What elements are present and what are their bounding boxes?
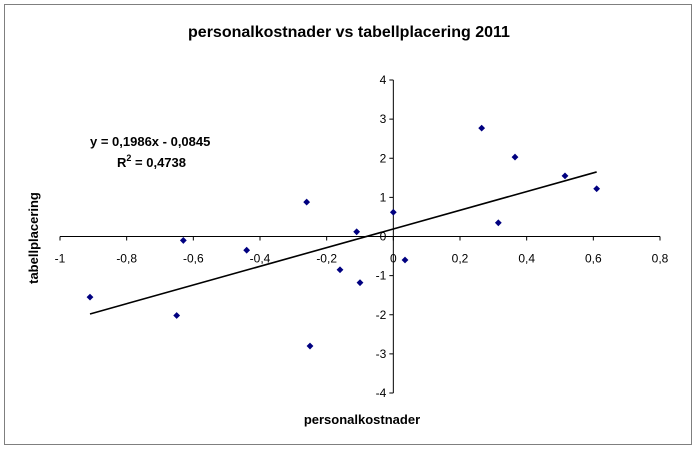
- y-tick-label: 1: [380, 190, 387, 204]
- data-point: [593, 185, 601, 193]
- y-tick-label: 0: [380, 230, 387, 244]
- tick-labels: -1 -0,8 -0,6 -0,4 -0,2 0 0,2 0,4 0,6 0,8-4-3-2-10…: [55, 73, 669, 400]
- data-point: [356, 279, 364, 287]
- y-tick-label: -4: [376, 386, 387, 400]
- data-point: [389, 208, 397, 216]
- r-squared-exponent: 2: [126, 153, 131, 163]
- chart-title: personalkostnader vs tabellplacering 201…: [188, 24, 510, 41]
- data-point: [494, 219, 502, 227]
- data-point: [179, 237, 187, 244]
- x-tick-label: 0: [390, 252, 397, 266]
- trendline-group: [89, 171, 597, 315]
- r-squared-label: R2 = 0,4738: [117, 153, 186, 170]
- x-tick-label: 0,6: [585, 252, 602, 266]
- x-tick-label: -0,8: [116, 252, 137, 266]
- data-point: [561, 172, 569, 180]
- data-point: [336, 266, 344, 274]
- data-point: [511, 153, 519, 161]
- data-point: [306, 342, 314, 350]
- trendline-equation: y = 0,1986x - 0,0845: [90, 134, 210, 149]
- data-point: [478, 124, 486, 132]
- x-tick-label: 0,8: [652, 252, 669, 266]
- r-squared-value: = 0,4738: [131, 155, 186, 170]
- x-tick-label: 0,4: [518, 252, 535, 266]
- x-axis-label: personalkostnader: [304, 412, 420, 427]
- data-point: [303, 198, 311, 206]
- x-tick-label: 0,2: [452, 252, 469, 266]
- y-tick-label: 2: [380, 151, 387, 165]
- y-axis-label: tabellplacering: [26, 192, 41, 284]
- data-point: [243, 246, 251, 254]
- y-tick-label: -2: [376, 308, 387, 322]
- trendline: [89, 171, 597, 315]
- chart-frame: [4, 4, 692, 445]
- x-tick-label: -0,2: [316, 252, 337, 266]
- y-tick-label: 3: [380, 112, 387, 126]
- x-tick-label: -1: [55, 252, 66, 266]
- y-tick-label: 4: [380, 73, 387, 87]
- data-point: [173, 312, 181, 319]
- data-point: [86, 293, 94, 301]
- data-point: [401, 256, 409, 264]
- y-tick-label: -1: [376, 269, 387, 283]
- data-points: [86, 124, 601, 350]
- x-tick-label: -0,4: [250, 252, 271, 266]
- data-point: [353, 228, 361, 236]
- r-squared-prefix: R: [117, 155, 127, 170]
- y-tick-label: -3: [376, 347, 387, 361]
- x-tick-label: -0,6: [183, 252, 204, 266]
- axes: [59, 79, 661, 394]
